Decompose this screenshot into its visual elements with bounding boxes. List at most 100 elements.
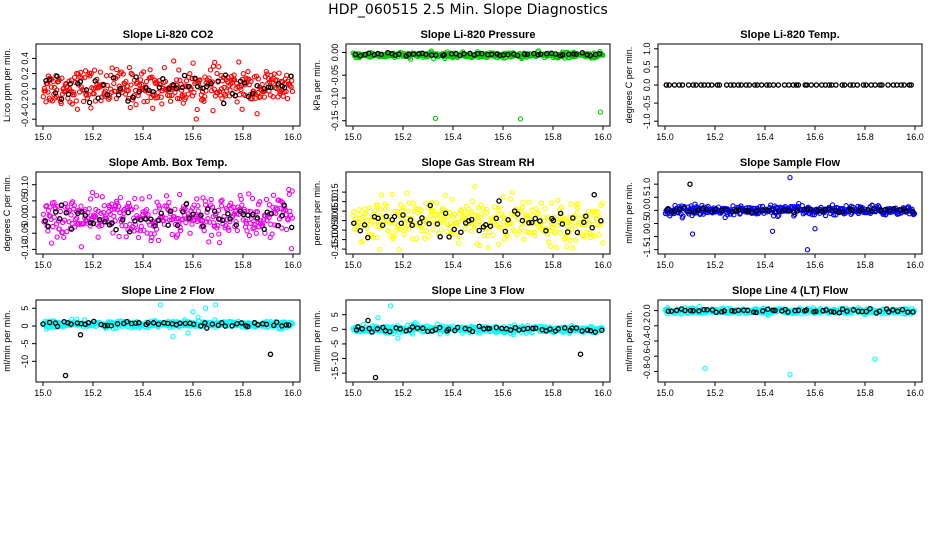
data-point: [233, 222, 240, 228]
y-tick-label: -0.15: [330, 110, 340, 131]
data-point: [206, 239, 212, 245]
data-point: [714, 82, 721, 88]
data-point: [187, 230, 193, 236]
data-point: [254, 82, 260, 89]
data-point: [202, 305, 209, 311]
data-point: [395, 225, 402, 232]
data-points: [662, 303, 918, 378]
data-point: [521, 236, 527, 242]
data-points: [350, 48, 606, 122]
data-point: [54, 73, 60, 80]
data-point: [579, 50, 586, 56]
data-point: [283, 322, 290, 328]
data-point: [709, 82, 715, 88]
data-point: [434, 221, 441, 227]
data-point: [352, 51, 359, 58]
data-point: [102, 219, 108, 225]
data-point: [389, 191, 395, 198]
data-point: [177, 320, 183, 327]
data-point: [137, 77, 144, 83]
data-point: [500, 194, 506, 200]
data-point: [255, 89, 261, 96]
data-point: [712, 206, 719, 212]
data-point: [905, 309, 911, 315]
data-point: [86, 206, 92, 212]
data-point: [564, 229, 571, 235]
data-points: [662, 174, 918, 253]
y-tick-label: 0.0: [642, 204, 652, 217]
data-point: [423, 228, 430, 234]
data-point: [813, 308, 819, 315]
data-point: [144, 98, 150, 104]
data-point: [698, 82, 704, 88]
data-point: [92, 78, 98, 84]
data-point: [77, 78, 84, 85]
data-point: [419, 215, 425, 221]
data-point: [441, 217, 447, 223]
data-point: [910, 309, 916, 315]
y-tick-label: 0.0: [20, 83, 30, 96]
data-point: [156, 203, 162, 209]
data-point: [423, 51, 429, 58]
data-point: [274, 206, 281, 212]
data-point: [253, 230, 259, 236]
data-point: [202, 93, 208, 100]
data-point: [267, 351, 274, 358]
data-point: [91, 318, 97, 325]
data-point: [46, 319, 53, 326]
data-point: [477, 242, 483, 249]
data-point: [280, 93, 286, 99]
data-point: [584, 327, 591, 333]
data-point: [517, 208, 523, 214]
data-point: [523, 228, 529, 235]
x-tick-label: 15.8: [234, 132, 252, 142]
data-point: [289, 215, 296, 221]
data-point: [600, 240, 606, 246]
data-point: [495, 241, 502, 247]
data-point: [52, 209, 59, 215]
data-point: [275, 222, 282, 229]
data-point: [245, 212, 251, 219]
data-point: [374, 234, 380, 241]
data-point: [455, 219, 461, 225]
data-point: [289, 88, 296, 95]
plot-frame: [345, 299, 611, 383]
data-point: [187, 71, 193, 77]
data-point: [584, 52, 591, 58]
data-point: [473, 222, 480, 228]
data-point: [410, 200, 416, 206]
data-point: [234, 211, 240, 217]
x-tick-label: 15.8: [544, 388, 562, 398]
y-tick-label: 0.5: [642, 191, 652, 204]
panel-title: Slope Amb. Box Temp.: [109, 157, 228, 169]
data-point: [138, 223, 144, 229]
data-point: [573, 51, 579, 57]
data-point: [110, 230, 116, 236]
data-point: [599, 200, 605, 206]
data-point: [364, 225, 371, 232]
data-point: [909, 208, 916, 215]
data-point: [94, 192, 100, 199]
data-point: [71, 206, 77, 212]
data-point: [189, 75, 195, 82]
data-point: [419, 228, 425, 234]
data-point: [731, 82, 737, 88]
data-point: [193, 116, 199, 122]
data-point: [376, 246, 383, 253]
data-point: [426, 233, 432, 239]
data-point: [239, 202, 245, 208]
data-point: [170, 81, 177, 88]
y-axis-label: Li:co ppm per min.: [2, 48, 12, 122]
data-point: [372, 374, 379, 381]
data-point: [432, 326, 439, 333]
data-point: [468, 216, 475, 223]
data-point: [215, 322, 222, 329]
data-point: [406, 327, 413, 333]
data-point: [54, 323, 61, 330]
data-point: [128, 82, 134, 88]
data-point: [227, 218, 233, 225]
data-point: [195, 208, 201, 214]
data-point: [505, 217, 511, 223]
data-point: [241, 80, 248, 86]
data-point: [690, 82, 696, 88]
